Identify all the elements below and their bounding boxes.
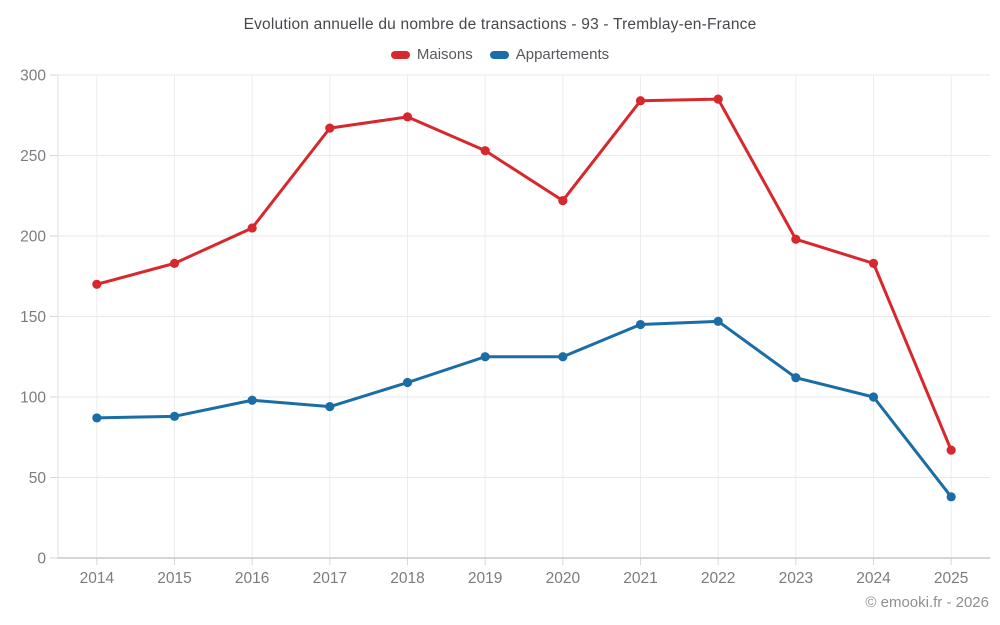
legend-label-appartements: Appartements — [515, 46, 610, 63]
maisons-data-point[interactable] — [92, 279, 102, 289]
appartements-data-point[interactable] — [169, 411, 180, 421]
y-tick-label: 100 — [20, 390, 46, 407]
appartements-series-line — [95, 319, 953, 499]
maisons-data-point[interactable] — [247, 223, 257, 233]
maisons-data-point[interactable] — [868, 258, 879, 268]
copyright-text: © emooki.fr - 2026 — [865, 594, 989, 611]
maisons-data-point[interactable] — [946, 445, 956, 455]
maisons-data-point[interactable] — [402, 112, 413, 122]
y-tick-label: 250 — [20, 148, 46, 165]
maisons-series-line — [95, 97, 953, 452]
maisons-data-point[interactable] — [325, 123, 335, 133]
x-tick-label: 2021 — [623, 570, 657, 587]
appartements-swatch-icon — [489, 50, 509, 59]
x-tick-label: 2014 — [80, 570, 115, 587]
x-tick-label: 2019 — [468, 570, 502, 587]
y-tick-label: 300 — [20, 68, 46, 85]
chart-title: Evolution annuelle du nombre de transact… — [243, 16, 757, 33]
y-tick-label: 0 — [37, 551, 46, 568]
x-tick-label: 2020 — [546, 570, 581, 587]
maisons-data-point[interactable] — [480, 146, 490, 156]
maisons-data-point[interactable] — [558, 195, 568, 206]
appartements-data-point[interactable] — [325, 402, 335, 412]
appartements-data-point[interactable] — [402, 377, 413, 388]
y-tick-label: 200 — [20, 229, 46, 246]
appartements-data-point[interactable] — [480, 352, 490, 362]
maisons-data-point[interactable] — [169, 258, 180, 268]
x-tick-label: 2025 — [934, 570, 968, 587]
appartements-data-point[interactable] — [92, 413, 102, 423]
appartements-data-point[interactable] — [868, 392, 879, 402]
legend-item-maisons[interactable]: Maisons — [390, 46, 473, 63]
maisons-data-point[interactable] — [713, 94, 723, 104]
y-tick-label: 150 — [20, 309, 46, 326]
legend-label-maisons: Maisons — [416, 46, 473, 63]
appartements-data-point[interactable] — [635, 319, 646, 330]
maisons-data-point[interactable] — [791, 234, 801, 244]
x-tick-label: 2015 — [157, 570, 191, 587]
x-tick-label: 2017 — [313, 570, 347, 587]
appartements-data-point[interactable] — [946, 492, 956, 502]
x-tick-label: 2022 — [701, 570, 735, 587]
maisons-data-point[interactable] — [635, 96, 646, 106]
appartements-data-point[interactable] — [791, 373, 801, 383]
chart-legend: Maisons Appartements — [0, 46, 1000, 63]
maisons-swatch-icon — [390, 50, 410, 59]
x-tick-label: 2016 — [235, 570, 269, 587]
appartements-data-point[interactable] — [558, 352, 568, 362]
appartements-data-point[interactable] — [247, 395, 257, 405]
legend-item-appartements[interactable]: Appartements — [489, 46, 610, 63]
appartements-data-point[interactable] — [713, 316, 723, 326]
x-tick-label: 2024 — [856, 570, 891, 587]
x-tick-label: 2023 — [779, 570, 813, 587]
y-tick-label: 50 — [29, 470, 47, 487]
x-tick-label: 2018 — [390, 570, 424, 587]
